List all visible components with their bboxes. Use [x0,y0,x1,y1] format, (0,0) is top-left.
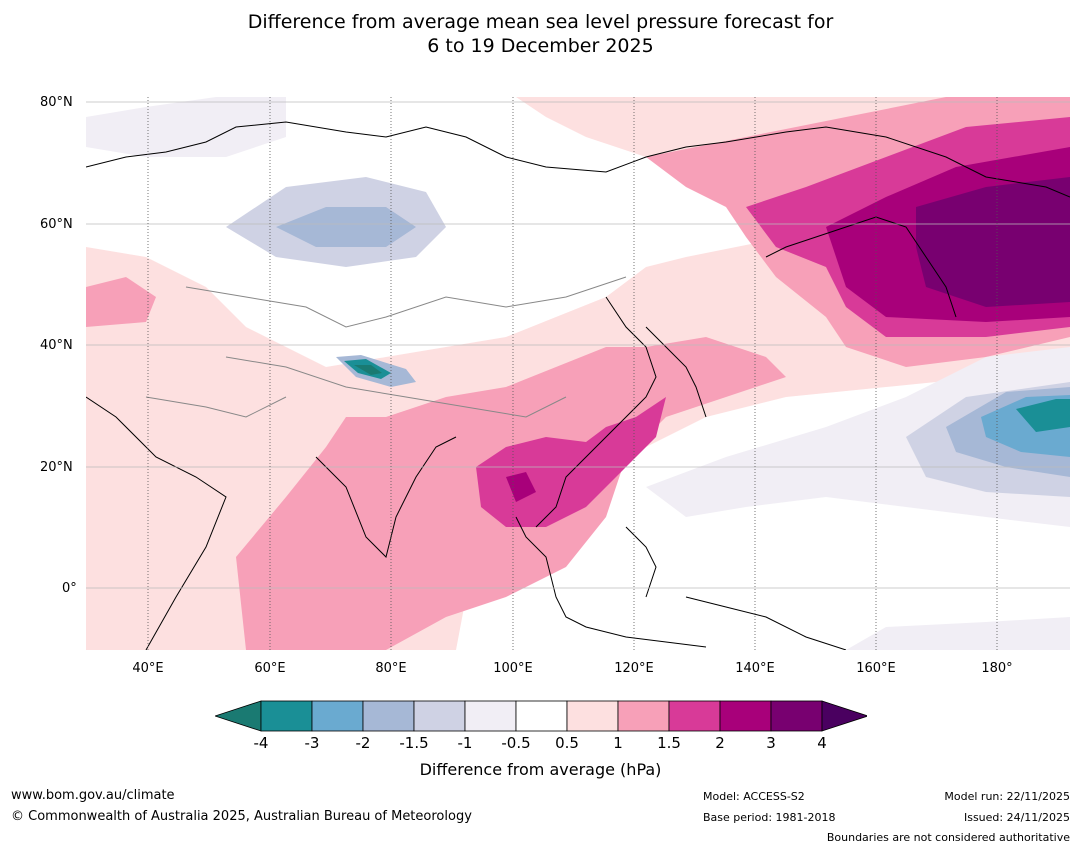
lon-label-60e: 60°E [254,661,286,676]
colorbar-swatch [566,700,619,732]
colorbar-tick-label: 3 [766,734,776,752]
lon-label-80e: 80°E [375,661,407,676]
colorbar [215,700,867,732]
colorbar-swatch [668,700,721,732]
colorbar-tick-label: -3 [304,734,320,752]
colorbar-swatch [719,700,772,732]
colorbar-swatch [515,700,568,732]
colorbar-tick-label: 4 [817,734,827,752]
colorbar-tick-label: -1.5 [399,734,429,752]
lon-label-140e: 140°E [735,661,775,676]
colorbar-tick-label: 1 [613,734,623,752]
lon-label-40e: 40°E [132,661,164,676]
pressure-anomaly-map [86,97,1070,650]
colorbar-swatch [617,700,670,732]
lat-label-60n: 60°N [40,217,73,232]
lon-label-160e: 160°E [856,661,896,676]
disclaimer-text: Boundaries are not considered authoritat… [826,831,1070,844]
colorbar-tick-label: -1 [457,734,473,752]
lat-label-0: 0° [62,581,77,596]
chart-title: Difference from average mean sea level p… [0,10,1081,58]
colorbar-tick-label: -2 [355,734,371,752]
lon-label-180: 180° [981,661,1013,676]
colorbar-tick-label: 2 [715,734,725,752]
colorbar-swatch [260,700,313,732]
model-text: Model: ACCESS-S2 [703,790,805,803]
colorbar-swatch [770,700,823,732]
colorbar-swatch [413,700,466,732]
colorbar-tick-label: -0.5 [501,734,531,752]
colorbar-tick-label: -4 [253,734,269,752]
lat-label-40n: 40°N [40,338,73,353]
colorbar-swatch [464,700,517,732]
issued-text: Issued: 24/11/2025 [963,811,1070,824]
copyright-text: © Commonwealth of Australia 2025, Austra… [11,809,472,824]
colorbar-tick-label: 1.5 [657,734,681,752]
website-link[interactable]: www.bom.gov.au/climate [11,788,175,803]
lat-label-20n: 20°N [40,460,73,475]
title-line-2: 6 to 19 December 2025 [427,35,654,57]
base-period-text: Base period: 1981-2018 [703,811,836,824]
lon-label-100e: 100°E [493,661,533,676]
colorbar-title: Difference from average (hPa) [419,760,662,779]
colorbar-swatch [362,700,415,732]
colorbar-tick-label: 0.5 [555,734,579,752]
colorbar-swatch [311,700,364,732]
lon-label-120e: 120°E [614,661,654,676]
lat-label-80n: 80°N [40,95,73,110]
model-run-text: Model run: 22/11/2025 [944,790,1070,803]
colorbar-extend-low [215,700,262,732]
colorbar-extend-high [821,700,867,732]
title-line-1: Difference from average mean sea level p… [247,11,834,33]
